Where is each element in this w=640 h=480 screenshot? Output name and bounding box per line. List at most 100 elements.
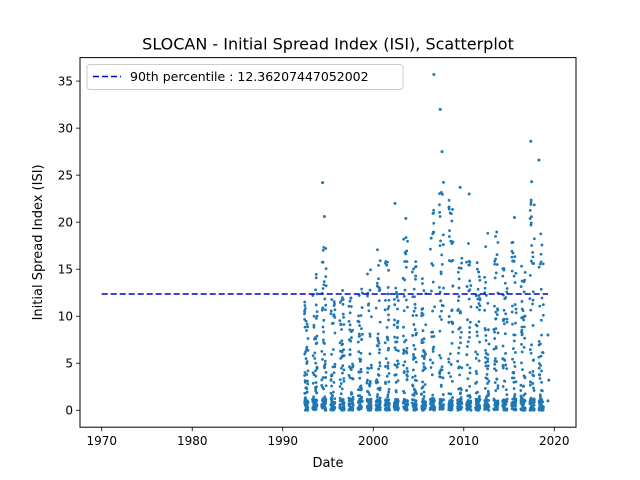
data-point bbox=[519, 383, 523, 387]
data-point bbox=[351, 365, 355, 369]
data-point bbox=[403, 278, 407, 282]
data-point bbox=[324, 275, 328, 279]
data-point bbox=[495, 230, 499, 234]
data-point bbox=[339, 357, 343, 360]
data-point bbox=[358, 359, 362, 363]
data-point bbox=[359, 327, 363, 331]
data-point bbox=[503, 379, 507, 383]
data-point bbox=[329, 312, 333, 316]
data-point bbox=[368, 382, 372, 386]
data-point bbox=[477, 270, 481, 274]
data-point bbox=[404, 349, 408, 353]
data-point bbox=[313, 356, 317, 360]
data-point bbox=[331, 321, 335, 325]
data-point bbox=[451, 258, 455, 262]
data-point bbox=[332, 300, 336, 304]
data-point bbox=[486, 364, 490, 368]
data-point bbox=[402, 294, 406, 298]
y-tick-label: 10 bbox=[58, 309, 73, 323]
data-point bbox=[504, 312, 508, 316]
data-point bbox=[501, 403, 505, 407]
data-point bbox=[393, 401, 396, 405]
data-point bbox=[504, 363, 508, 367]
data-point bbox=[396, 307, 399, 311]
data-point-notable bbox=[530, 180, 534, 184]
data-point bbox=[324, 400, 328, 403]
data-point bbox=[375, 404, 378, 408]
data-point bbox=[402, 370, 406, 373]
data-point bbox=[532, 262, 536, 265]
data-point bbox=[341, 302, 345, 306]
data-point bbox=[367, 309, 371, 313]
data-point bbox=[510, 310, 514, 314]
data-point bbox=[450, 341, 454, 345]
data-point bbox=[403, 288, 407, 292]
data-point bbox=[405, 404, 409, 408]
data-point bbox=[423, 354, 426, 358]
data-point bbox=[404, 236, 408, 239]
data-point bbox=[413, 374, 417, 378]
data-point bbox=[338, 341, 342, 345]
data-point bbox=[539, 404, 543, 408]
data-point bbox=[458, 336, 462, 339]
data-point bbox=[348, 352, 352, 356]
data-point bbox=[523, 408, 527, 411]
data-point bbox=[349, 339, 353, 343]
data-point bbox=[314, 337, 318, 341]
data-point bbox=[420, 282, 424, 285]
data-point bbox=[412, 353, 415, 356]
data-point bbox=[368, 288, 372, 292]
data-point bbox=[486, 353, 490, 356]
data-point bbox=[460, 261, 464, 265]
data-point-notable bbox=[321, 181, 325, 185]
data-point bbox=[367, 401, 371, 405]
data-point bbox=[331, 348, 335, 351]
data-point bbox=[420, 307, 424, 311]
data-point bbox=[520, 343, 523, 346]
data-point bbox=[510, 407, 514, 411]
data-point bbox=[529, 396, 533, 400]
data-point bbox=[449, 375, 452, 378]
data-point bbox=[376, 344, 380, 348]
data-point bbox=[324, 370, 328, 374]
data-point bbox=[529, 308, 533, 312]
data-point bbox=[430, 335, 434, 339]
data-point bbox=[303, 307, 307, 310]
data-point bbox=[458, 398, 462, 402]
data-point bbox=[385, 263, 389, 267]
data-point bbox=[411, 384, 415, 388]
data-point bbox=[394, 286, 398, 290]
data-point bbox=[314, 276, 318, 280]
data-point bbox=[414, 401, 417, 405]
data-point bbox=[440, 253, 444, 257]
data-point bbox=[323, 352, 326, 356]
data-point bbox=[385, 335, 389, 339]
data-point bbox=[387, 346, 391, 350]
data-point bbox=[529, 223, 533, 227]
data-point bbox=[394, 404, 398, 408]
data-point bbox=[421, 329, 425, 333]
data-point bbox=[457, 327, 461, 331]
data-point bbox=[465, 285, 469, 288]
data-point-notable bbox=[440, 150, 444, 154]
data-point bbox=[314, 381, 318, 384]
data-point bbox=[514, 351, 517, 354]
x-tick-label: 1970 bbox=[86, 434, 117, 448]
data-point bbox=[447, 401, 451, 405]
data-point bbox=[457, 266, 461, 270]
data-point bbox=[403, 260, 407, 263]
data-point bbox=[475, 324, 479, 328]
data-point bbox=[376, 393, 380, 396]
data-point bbox=[465, 388, 468, 392]
data-point bbox=[338, 385, 342, 388]
data-point bbox=[404, 338, 408, 342]
data-point bbox=[313, 351, 317, 355]
data-point bbox=[510, 401, 514, 404]
data-point bbox=[474, 391, 478, 395]
data-point bbox=[505, 397, 509, 401]
data-point bbox=[429, 402, 432, 406]
data-point bbox=[431, 393, 435, 397]
data-point bbox=[306, 382, 310, 386]
data-point bbox=[360, 399, 364, 403]
data-point bbox=[493, 381, 497, 384]
